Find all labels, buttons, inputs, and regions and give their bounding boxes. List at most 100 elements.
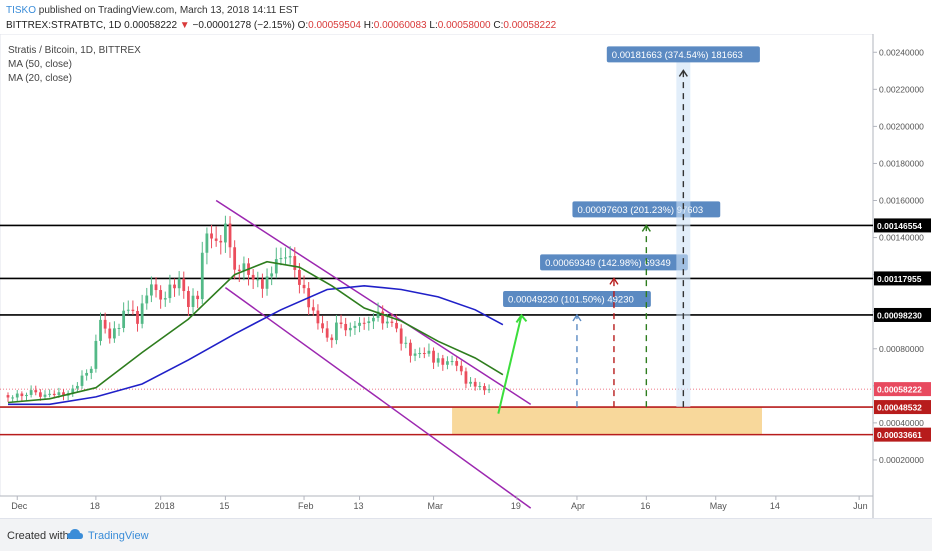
candle-body bbox=[464, 371, 468, 384]
target-label-text: 0.00181663 (374.54%) 181663 bbox=[612, 50, 743, 61]
time-tick-label: 18 bbox=[90, 501, 100, 511]
ma20-line bbox=[7, 260, 504, 404]
publish-line: TISKO published on TradingView.com, Marc… bbox=[6, 5, 299, 16]
legend-title: Stratis / Bitcoin, 1D, BITTREX bbox=[8, 45, 141, 56]
price-change: −0.00001278 (−2.15%) bbox=[192, 20, 295, 31]
candle-body bbox=[404, 342, 408, 344]
candle-body bbox=[335, 322, 338, 341]
candle-body bbox=[131, 309, 135, 311]
candle-body bbox=[108, 328, 112, 339]
tradingview-link[interactable]: TradingView bbox=[88, 530, 149, 542]
price-tick-label: 0.00240000 bbox=[879, 47, 924, 57]
legend-ma50: MA (50, close) bbox=[8, 59, 72, 70]
candle-body bbox=[302, 284, 306, 289]
time-tick-label: 14 bbox=[770, 501, 780, 511]
target-arrow-head bbox=[641, 224, 651, 232]
candle-body bbox=[187, 291, 190, 307]
candle-body bbox=[409, 342, 412, 356]
author-link[interactable]: TISKO bbox=[6, 5, 37, 16]
candle-body bbox=[89, 368, 93, 373]
candle-body bbox=[182, 278, 186, 292]
publish-info: published on TradingView.com, March 13, … bbox=[38, 5, 299, 16]
candle-body bbox=[344, 323, 348, 331]
ma50-line bbox=[8, 284, 504, 406]
level-price-tag-text: 0.00033661 bbox=[877, 430, 922, 440]
price-tick-label: 0.00220000 bbox=[879, 84, 924, 94]
level-price-tag bbox=[874, 271, 931, 286]
target-range-band bbox=[676, 58, 691, 408]
candle-body bbox=[57, 392, 61, 396]
candle-body bbox=[205, 233, 209, 253]
time-tick-label: Apr bbox=[571, 501, 585, 511]
candle-body bbox=[52, 393, 56, 396]
candle-body bbox=[233, 247, 237, 270]
candle-body bbox=[99, 319, 102, 341]
candle-body bbox=[34, 390, 38, 393]
candle-body bbox=[381, 311, 385, 324]
price-chart[interactable]: 0.00049230 (101.50%) 49230 0.00069349 (14… bbox=[0, 34, 932, 518]
candle-body bbox=[38, 392, 42, 397]
candle-body bbox=[196, 295, 200, 300]
candle-body bbox=[422, 353, 426, 355]
time-tick-label: 16 bbox=[640, 501, 650, 511]
candle-body bbox=[311, 307, 315, 311]
candle-body bbox=[274, 259, 278, 274]
candle-body bbox=[29, 390, 33, 395]
time-tick-label: 13 bbox=[354, 501, 364, 511]
candle-body bbox=[113, 328, 116, 339]
target-label-text: 0.00049230 (101.50%) 49230 bbox=[508, 294, 634, 305]
target-arrow-head bbox=[572, 313, 582, 322]
tradingview-cloud-icon bbox=[66, 528, 84, 545]
candle-body bbox=[237, 269, 241, 272]
footer-bar: Created with TradingView bbox=[0, 518, 932, 551]
candle-body bbox=[80, 375, 84, 386]
buy-zone bbox=[452, 407, 762, 435]
time-tick-label: May bbox=[710, 501, 728, 511]
candle-body bbox=[256, 279, 260, 281]
candle-body bbox=[316, 310, 320, 324]
candle-body bbox=[483, 386, 486, 391]
open-label: O: bbox=[297, 20, 309, 31]
price-tick-label: 0.00200000 bbox=[879, 121, 924, 131]
low-value: 0.00058000 bbox=[437, 20, 491, 31]
down-triangle-icon: ▼ bbox=[179, 20, 190, 31]
candle-body bbox=[145, 295, 149, 304]
candle-body bbox=[103, 319, 107, 329]
candle-body bbox=[367, 321, 371, 324]
time-tick-label: 19 bbox=[511, 501, 521, 511]
candle-body bbox=[353, 325, 357, 328]
candle-body bbox=[270, 273, 274, 277]
candle-body bbox=[469, 381, 472, 384]
level-price-tag-text: 0.00098230 bbox=[877, 310, 922, 320]
candle-body bbox=[427, 350, 431, 354]
level-price-tag-text: 0.00048532 bbox=[877, 403, 922, 413]
candle-body bbox=[154, 284, 158, 291]
candle-body bbox=[94, 340, 98, 369]
legend-ma20: MA (20, close) bbox=[8, 73, 72, 84]
chart-header: TISKO published on TradingView.com, Marc… bbox=[0, 0, 932, 34]
open-value: 0.00059504 bbox=[308, 20, 361, 31]
candle-body bbox=[62, 392, 65, 396]
candle-body bbox=[321, 323, 324, 329]
candle-body bbox=[117, 327, 121, 329]
price-tick-label: 0.00160000 bbox=[879, 196, 924, 206]
candle-body bbox=[136, 310, 139, 324]
close-value: 0.00058222 bbox=[503, 20, 557, 31]
candle-body bbox=[219, 240, 223, 243]
created-with-label: Created with bbox=[7, 530, 69, 542]
candle-body bbox=[214, 238, 218, 241]
candle-body bbox=[390, 321, 394, 323]
candle-body bbox=[487, 389, 491, 391]
price-tick-label: 0.00040000 bbox=[879, 418, 924, 428]
last-price-tag bbox=[874, 382, 931, 397]
candle-body bbox=[358, 322, 361, 326]
time-tick-label: Mar bbox=[428, 501, 444, 511]
level-price-tag bbox=[874, 307, 931, 322]
candle-body bbox=[293, 256, 297, 270]
candle-body bbox=[11, 397, 15, 399]
candle-body bbox=[261, 279, 264, 289]
candle-body bbox=[140, 303, 144, 324]
candle-body bbox=[395, 322, 398, 329]
candle-body bbox=[6, 395, 10, 398]
candle-body bbox=[48, 393, 52, 395]
